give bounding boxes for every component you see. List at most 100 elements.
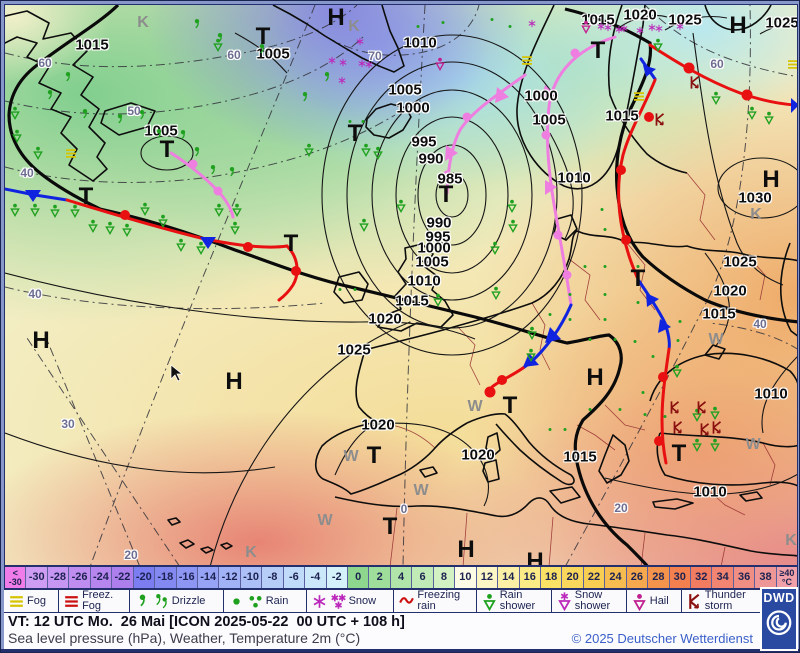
pressure-label: 1020 bbox=[368, 310, 402, 328]
legend-label: Snow shower bbox=[574, 590, 611, 612]
snow-symbol bbox=[596, 19, 606, 37]
scale-cell: 22 bbox=[583, 567, 606, 588]
rain-symbol bbox=[561, 421, 570, 439]
footer-panel: VT: 12 UTC Mo. 26 Mai [ICON 2025-05-22 0… bbox=[4, 612, 763, 649]
rain-symbol bbox=[661, 408, 670, 426]
pressure-label: 1015 bbox=[395, 292, 429, 310]
fog-symbol bbox=[786, 57, 797, 77]
rain-symbol bbox=[641, 406, 650, 424]
scale-cell: 8 bbox=[433, 567, 456, 588]
snow-symbol bbox=[338, 55, 348, 73]
scale-cell: -4 bbox=[305, 567, 327, 588]
scale-cell: < -30 bbox=[5, 567, 27, 588]
rain-symbol bbox=[611, 331, 620, 349]
graticule-label: 60 bbox=[227, 48, 241, 62]
pressure-center: T bbox=[78, 183, 94, 210]
drizzle-symbol bbox=[135, 108, 150, 128]
weather-map: 1015 1005 1010 1005 1005 1000 995 990 985 1000 100… bbox=[4, 4, 798, 566]
graticule-label: 0 bbox=[400, 502, 408, 516]
shower-symbol bbox=[49, 203, 62, 223]
mouse-cursor bbox=[170, 364, 183, 382]
shower-symbol bbox=[526, 325, 539, 345]
drizzle-symbol bbox=[190, 145, 205, 165]
hail-symbol bbox=[580, 19, 593, 39]
fog-symbol bbox=[520, 53, 535, 73]
scale-cell: 32 bbox=[691, 567, 713, 588]
drizzle-symbol bbox=[61, 70, 76, 90]
airmass-label: W bbox=[708, 331, 724, 348]
graticule-label: 50 bbox=[127, 104, 141, 118]
graticule-label: 40 bbox=[753, 317, 767, 331]
pressure-center: T bbox=[283, 230, 299, 257]
snow-symbol bbox=[635, 23, 645, 41]
scale-cell: -26 bbox=[69, 567, 91, 588]
pressure-label: 1020 bbox=[623, 6, 657, 24]
pressure-center: T bbox=[347, 120, 363, 147]
snow-symbol bbox=[337, 73, 347, 91]
fog-symbol bbox=[64, 146, 79, 166]
shower-symbol bbox=[432, 292, 445, 312]
rain-symbol bbox=[346, 113, 355, 131]
shower-symbol bbox=[671, 363, 684, 383]
thunder-symbol bbox=[698, 422, 712, 443]
drizzle-symbol bbox=[43, 88, 58, 108]
bottom-border bbox=[1, 649, 799, 652]
snow-symbol bbox=[619, 21, 629, 39]
scale-cell: -8 bbox=[262, 567, 284, 588]
shower-symbol bbox=[9, 105, 22, 125]
thunder-symbol bbox=[668, 400, 682, 421]
graticule-label: 60 bbox=[38, 56, 52, 70]
scale-cell: -10 bbox=[240, 567, 263, 588]
legend-label: Hail bbox=[649, 594, 669, 607]
shower-symbol bbox=[157, 213, 170, 233]
pressure-label: 1015 bbox=[75, 36, 109, 54]
scale-cell: 14 bbox=[498, 567, 520, 588]
shower-symbol bbox=[32, 145, 45, 165]
weather-symbol-legend: Fog Freez. Fog Drizzle Rain Snow Freezing rai… bbox=[4, 589, 763, 612]
temperature-shading bbox=[5, 5, 797, 565]
shower-symbol bbox=[691, 437, 704, 457]
pressure-center: H bbox=[729, 12, 747, 39]
shower-symbol bbox=[490, 285, 503, 305]
shower-symbol bbox=[652, 37, 665, 57]
rain-symbol bbox=[634, 258, 643, 276]
fog-symbol bbox=[632, 89, 647, 109]
airmass-label: W bbox=[745, 436, 761, 453]
shower-symbol bbox=[69, 203, 82, 223]
shower-symbol bbox=[709, 437, 722, 457]
pressure-label: 1000 bbox=[524, 87, 558, 105]
pressure-center: T bbox=[438, 181, 454, 208]
rain-symbol bbox=[674, 332, 683, 350]
scale-cell: -20 bbox=[133, 567, 156, 588]
graticule-label: 20 bbox=[124, 548, 138, 562]
pressure-label: 1020 bbox=[713, 282, 747, 300]
drizzle-symbol bbox=[190, 17, 205, 37]
scale-cell: 24 bbox=[605, 567, 627, 588]
rain-symbol bbox=[598, 201, 607, 219]
pressure-label: 1025 bbox=[723, 253, 757, 271]
shower-symbol bbox=[372, 145, 385, 165]
scale-cell: 0 bbox=[348, 567, 370, 588]
scale-cell: 36 bbox=[733, 567, 756, 588]
frzrain-icon bbox=[399, 596, 415, 604]
graticule-label: 70 bbox=[368, 49, 382, 63]
thunder-symbol bbox=[695, 400, 709, 421]
pressure-label: 1005 bbox=[415, 253, 449, 271]
drizzle-symbol bbox=[320, 70, 335, 90]
legend-label: Freezing rain bbox=[417, 590, 461, 612]
snow-symbol bbox=[603, 20, 613, 38]
shower-symbol bbox=[212, 37, 225, 57]
airmass-label: K bbox=[750, 206, 762, 223]
snow-symbol bbox=[675, 19, 685, 37]
shower-symbol bbox=[9, 202, 22, 222]
graticule-label: 30 bbox=[61, 417, 75, 431]
snow-symbol bbox=[647, 20, 657, 38]
scale-cell: -16 bbox=[176, 567, 198, 588]
graticule-label: 60 bbox=[710, 57, 724, 71]
scale-cell: 20 bbox=[562, 567, 584, 588]
scale-cell: 16 bbox=[519, 567, 541, 588]
legend-item-snow-shower: Snow shower bbox=[550, 590, 626, 612]
rain-symbol bbox=[601, 311, 610, 329]
scale-cell: -22 bbox=[112, 567, 134, 588]
